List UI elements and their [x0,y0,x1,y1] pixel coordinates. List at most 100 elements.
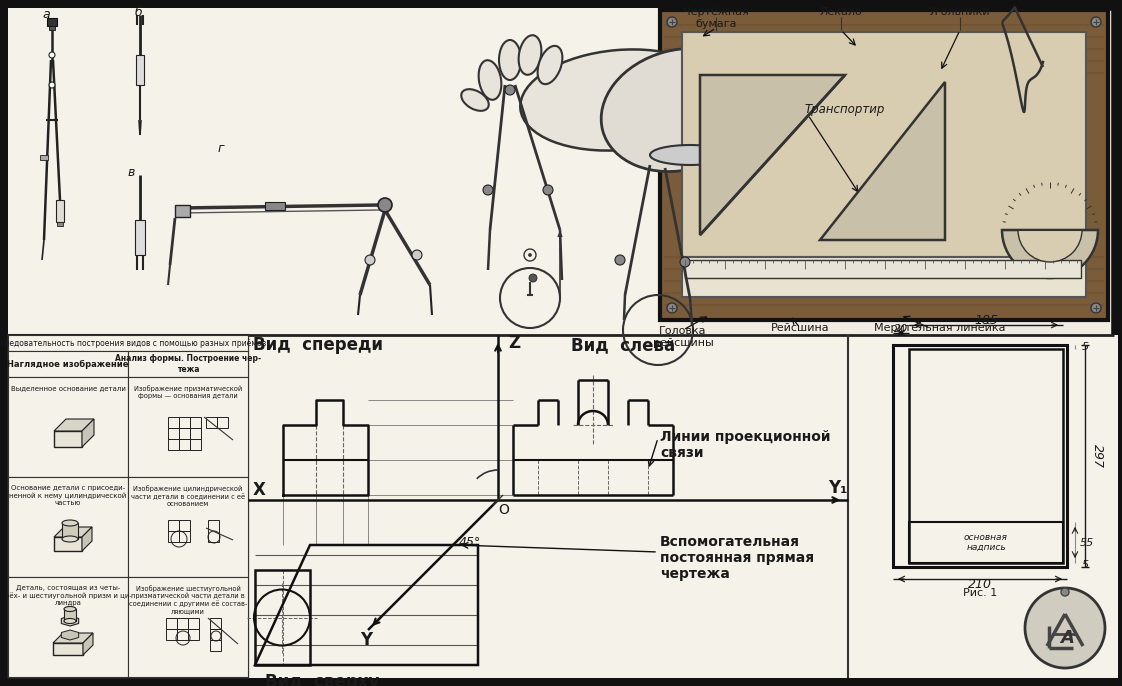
Bar [909,349,1063,563]
Circle shape [378,198,392,212]
Text: основная
надпись: основная надпись [964,533,1008,552]
Ellipse shape [650,145,730,165]
Bar [893,345,1067,567]
Text: 5: 5 [1082,560,1088,570]
Bar [210,618,221,629]
Ellipse shape [62,536,79,542]
Circle shape [680,257,690,267]
Bar [128,477,248,577]
Circle shape [1091,17,1101,27]
Bar [686,260,1080,278]
Bar [8,351,128,377]
Circle shape [1091,303,1101,313]
Bar [8,335,248,678]
Bar [128,377,248,477]
Text: Y₁: Y₁ [828,479,848,497]
Polygon shape [83,633,93,655]
Bar [62,523,79,539]
Text: Y: Y [360,631,373,649]
Text: Транспортир: Транспортир [804,104,885,117]
Text: г: г [218,141,224,154]
Polygon shape [82,527,92,551]
Ellipse shape [499,40,521,80]
Bar [848,335,1118,678]
Bar [660,10,1109,320]
Bar [8,377,128,477]
Ellipse shape [479,60,502,99]
Circle shape [505,85,515,95]
Text: Основание детали с присоеди-
ненной к нему цилиндрической
частью: Основание детали с присоеди- ненной к не… [9,485,127,506]
Circle shape [365,255,375,265]
Text: Выделенное основание детали: Выделенное основание детали [10,385,126,391]
Bar [177,629,188,640]
Bar [206,417,217,428]
Bar [168,439,180,450]
Ellipse shape [537,46,562,84]
Bar [255,570,310,665]
Polygon shape [82,419,94,447]
Circle shape [49,52,55,58]
Polygon shape [700,75,845,235]
Bar [188,629,199,640]
Ellipse shape [521,49,719,150]
Bar [128,351,248,377]
Bar [166,618,177,629]
Circle shape [528,254,532,257]
Circle shape [49,82,55,88]
Bar [8,8,657,335]
Bar [210,640,221,651]
Text: Вид  слева: Вид слева [571,336,675,354]
Text: Вид  спереди: Вид спереди [252,336,383,354]
Bar [8,477,128,577]
Bar [8,335,248,351]
Text: X: X [252,481,266,499]
Text: Линии проекционной
связи: Линии проекционной связи [660,430,830,460]
Text: A: A [1060,629,1074,647]
Text: 55: 55 [1079,538,1094,547]
Bar [128,577,248,677]
Polygon shape [62,616,79,626]
Text: Вид  сверху: Вид сверху [265,673,379,686]
Polygon shape [54,419,94,431]
Ellipse shape [461,89,489,111]
Wedge shape [1018,230,1082,262]
Ellipse shape [64,606,76,611]
Circle shape [615,255,625,265]
Polygon shape [820,82,945,240]
Bar [56,200,64,222]
Bar [47,18,57,26]
Bar [210,629,221,640]
Bar [168,531,180,542]
Circle shape [412,250,422,260]
Bar [190,428,201,439]
Bar [168,520,180,531]
Circle shape [1061,588,1069,596]
Ellipse shape [64,619,76,624]
Bar [909,522,1063,563]
Circle shape [528,274,537,282]
Bar [682,32,1086,257]
Bar [168,417,180,428]
Text: 20: 20 [894,324,908,334]
Text: Угольники: Угольники [929,7,991,17]
Ellipse shape [62,520,79,526]
Wedge shape [1002,230,1098,278]
Bar [180,417,190,428]
Bar [180,520,190,531]
Bar [265,202,285,210]
Bar [135,220,145,255]
Text: 210: 210 [968,578,992,591]
Bar [682,257,1086,297]
Bar [136,55,144,85]
Text: Чертёжная
бумага: Чертёжная бумага [683,7,749,29]
Polygon shape [62,630,79,640]
Bar [175,205,190,217]
Bar [248,335,848,678]
Bar [180,439,190,450]
Text: Головка
рейсшины: Головка рейсшины [653,326,714,348]
Bar [49,26,55,30]
Text: а: а [42,8,49,21]
Bar [8,577,128,677]
Circle shape [1026,588,1105,668]
Bar [190,417,201,428]
